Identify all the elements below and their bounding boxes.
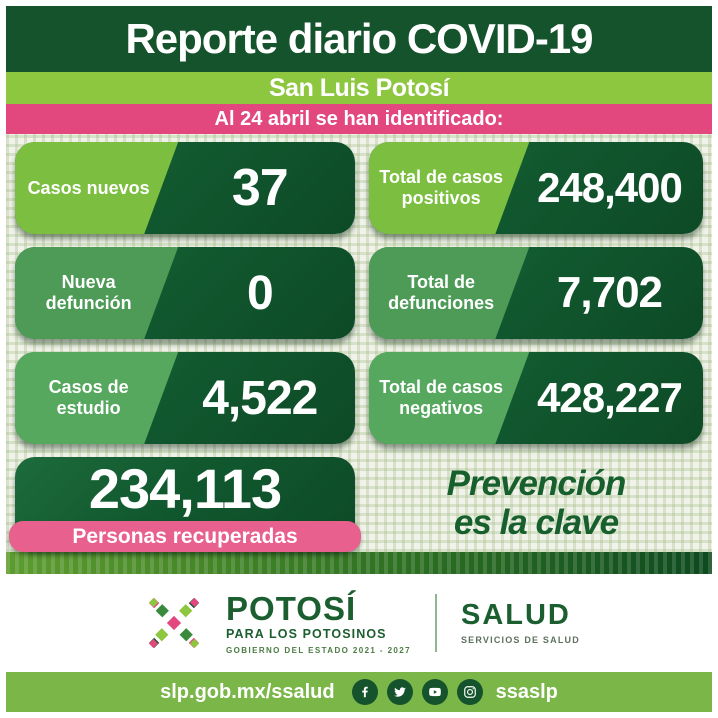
- stat-label-panel: Total de casos negativos: [369, 352, 529, 444]
- stat-card-casos-nuevos: Casos nuevos 37: [15, 142, 355, 234]
- stat-value: 37: [231, 159, 289, 217]
- prevention-line2: es la clave: [453, 503, 619, 542]
- stat-label: Casos nuevos: [27, 177, 150, 198]
- stat-label-panel: Casos de estudio: [15, 352, 178, 444]
- social-handle: ssaslp: [495, 680, 558, 703]
- stat-value: 4,522: [202, 371, 318, 425]
- stat-label-panel: Nueva defunción: [15, 247, 178, 339]
- prevention-line1: Prevención: [446, 463, 627, 503]
- stat-label: Nueva defunción: [45, 272, 132, 313]
- salud-subtitle: SERVICIOS DE SALUD: [460, 635, 580, 645]
- website-link[interactable]: slp.gob.mx/ssalud: [160, 680, 335, 703]
- youtube-icon[interactable]: [421, 679, 448, 705]
- stat-label-panel: Total de defunciones: [369, 247, 529, 339]
- instagram-icon[interactable]: [456, 679, 483, 705]
- salud-logo-text: SALUD SERVICIOS DE SALUD: [460, 599, 580, 646]
- potosi-title: POTOSÍ: [226, 589, 357, 627]
- facebook-icon[interactable]: [351, 679, 378, 705]
- recovered-badge: Personas recuperadas: [9, 521, 361, 552]
- stat-label: Total de defunciones: [388, 272, 495, 313]
- date-banner: Al 24 abril se han identificado:: [6, 104, 712, 134]
- stat-label-panel: Casos nuevos: [15, 142, 178, 234]
- footer-logos: POTOSÍ PARA LOS POTOSINOS GOBIERNO DEL E…: [6, 574, 712, 672]
- logo-divider: [434, 594, 437, 652]
- stat-value: 0: [246, 266, 274, 320]
- bottom-bar: slp.gob.mx/ssalud ssaslp: [6, 672, 712, 712]
- pattern-strip: [6, 552, 712, 574]
- potosi-logo-text: POTOSÍ PARA LOS POTOSINOS GOBIERNO DEL E…: [226, 592, 411, 655]
- potosi-emblem-icon: [148, 597, 200, 649]
- potosi-caption: GOBIERNO DEL ESTADO 2021 - 2027: [226, 645, 411, 655]
- stat-card-total-positivos: Total de casos positivos 248,400: [369, 142, 703, 234]
- stat-card-total-defunciones: Total de defunciones 7,702: [369, 247, 703, 339]
- stat-label-panel: Total de casos positivos: [369, 142, 529, 234]
- stat-value: 428,227: [537, 374, 683, 421]
- stat-card-total-negativos: Total de casos negativos 428,227: [369, 352, 703, 444]
- stat-label: Total de casos positivos: [379, 167, 504, 208]
- recovered-card: 234,113 Personas recuperadas: [9, 456, 361, 552]
- page-title: Reporte diario COVID-19: [6, 6, 712, 72]
- stats-grid: Casos nuevos 37 Total de casos positivos…: [6, 134, 712, 552]
- stat-label: Total de casos negativos: [379, 377, 504, 418]
- stat-value: 7,702: [556, 268, 663, 317]
- recovered-value: 234,113: [88, 456, 282, 520]
- salud-title: SALUD: [460, 599, 571, 631]
- prevention-message: Prevención es la clave: [369, 457, 703, 549]
- stat-card-nueva-defuncion: Nueva defunción 0: [15, 247, 355, 339]
- stat-label: Casos de estudio: [48, 377, 129, 418]
- stat-value: 248,400: [537, 164, 683, 211]
- page-subtitle: San Luis Potosí: [6, 72, 712, 104]
- potosi-subtitle: PARA LOS POTOSINOS: [226, 626, 387, 641]
- stat-card-casos-estudio: Casos de estudio 4,522: [15, 352, 355, 444]
- twitter-icon[interactable]: [386, 679, 413, 705]
